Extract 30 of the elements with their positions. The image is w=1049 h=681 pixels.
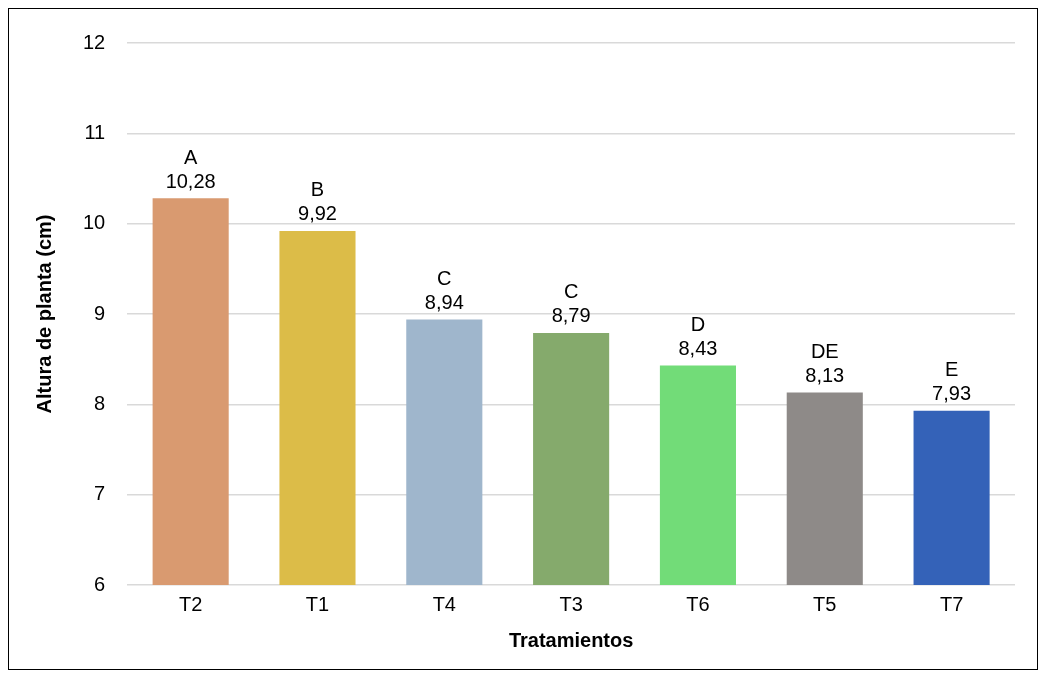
y-axis-title: Altura de planta (cm)	[32, 214, 55, 414]
data-label: 8,79	[551, 304, 591, 327]
x-axis-title: Tratamientos	[508, 628, 634, 651]
annotation: C	[437, 266, 452, 289]
y-tick-label: 10	[83, 211, 106, 234]
data-label: 8,43	[678, 337, 718, 360]
y-tick-label: 8	[94, 391, 106, 414]
x-tick-label: T7	[939, 592, 964, 615]
data-label: 10,28	[165, 169, 216, 192]
x-tick-label: T4	[432, 592, 456, 615]
data-label: 8,94	[424, 290, 464, 313]
annotation: E	[944, 358, 959, 381]
data-label: 9,92	[298, 202, 337, 225]
annotation: B	[310, 178, 325, 201]
y-tick-label: 9	[94, 301, 106, 324]
y-tick-label: 11	[84, 120, 106, 143]
annotation: D	[690, 313, 706, 336]
data-label: 7,93	[932, 382, 972, 405]
annotation: A	[183, 145, 198, 168]
y-tick-label: 12	[83, 30, 106, 53]
y-tick-label: 7	[94, 482, 106, 505]
x-tick-label: T5	[813, 592, 837, 615]
annotation: DE	[810, 340, 839, 363]
x-tick-label: T6	[686, 592, 710, 615]
x-tick-label: T1	[305, 592, 330, 615]
x-tick-label: T2	[178, 592, 203, 615]
y-tick-label: 6	[94, 572, 106, 595]
data-label: 8,13	[805, 364, 845, 387]
annotation: C	[563, 280, 579, 303]
x-tick-label: T3	[559, 592, 583, 615]
